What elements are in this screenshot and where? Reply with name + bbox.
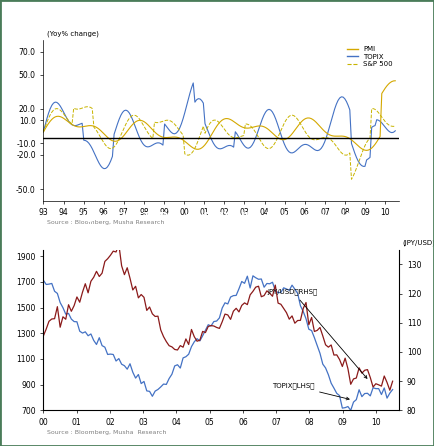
Text: (JPY/USD): (JPY/USD): [403, 240, 434, 247]
TOPIX: [130, 370, 135, 375]
TOPIX: [339, 94, 344, 99]
Text: Source : Bloomberg, Musha  Research: Source : Bloomberg, Musha Research: [47, 429, 166, 434]
Text: Figure 1 :  TOPIX, S&P500 and Manufacturing  ISM PMI Index (YoY): Figure 1 : TOPIX, S&P500 and Manufacturi…: [20, 9, 414, 20]
TOPIX: [211, 140, 216, 146]
Text: TOPIX（LHS）: TOPIX（LHS）: [272, 382, 349, 400]
TOPIX: [63, 311, 68, 317]
TOPIX: [348, 408, 353, 413]
S&P 500: [117, 136, 122, 142]
TOPIX: [390, 387, 395, 392]
Line: JPY/USD: JPY/USD: [43, 244, 393, 390]
TOPIX: [276, 290, 281, 295]
PMI: [41, 129, 46, 135]
TOPIX: [117, 116, 122, 122]
TOPIX: [359, 163, 364, 168]
TOPIX: [102, 166, 107, 171]
PMI: [216, 121, 221, 127]
Text: JPY/USD（RHS）: JPY/USD（RHS）: [268, 289, 367, 378]
TOPIX: [250, 273, 256, 278]
TOPIX: [247, 285, 253, 291]
TOPIX: [191, 80, 196, 86]
TOPIX: [41, 277, 46, 283]
JPY/USD: [63, 317, 68, 322]
JPY/USD: [276, 301, 281, 306]
PMI: [393, 78, 398, 83]
Line: S&P 500: S&P 500: [43, 107, 395, 179]
Text: (Yoy% change): (Yoy% change): [47, 30, 99, 37]
PMI: [44, 124, 49, 129]
PMI: [115, 138, 120, 144]
S&P 500: [359, 151, 364, 157]
Legend: PMI, TOPIX, S&P 500: PMI, TOPIX, S&P 500: [345, 44, 396, 70]
S&P 500: [85, 104, 90, 109]
JPY/USD: [133, 284, 138, 289]
JPY/USD: [116, 242, 122, 247]
TOPIX: [219, 146, 224, 151]
TOPIX: [259, 277, 264, 282]
S&P 500: [217, 121, 223, 126]
PMI: [207, 135, 213, 140]
S&P 500: [337, 148, 342, 153]
S&P 500: [393, 124, 398, 129]
JPY/USD: [250, 289, 256, 294]
TOPIX: [206, 322, 211, 327]
JPY/USD: [387, 388, 392, 393]
PMI: [335, 133, 341, 139]
Line: TOPIX: TOPIX: [43, 83, 395, 169]
JPY/USD: [208, 323, 214, 328]
Line: TOPIX: TOPIX: [43, 276, 393, 410]
JPY/USD: [390, 379, 395, 384]
TOPIX: [44, 116, 49, 122]
S&P 500: [41, 129, 46, 135]
TOPIX: [41, 129, 46, 135]
Text: Source : Bloomberg, Musha Research: Source : Bloomberg, Musha Research: [47, 220, 164, 225]
Text: Figure 2 :  TOPIX and JPY/USD Exchange Rate: Figure 2 : TOPIX and JPY/USD Exchange Ra…: [75, 212, 359, 223]
JPY/USD: [41, 333, 46, 339]
S&P 500: [44, 120, 49, 125]
PMI: [355, 143, 361, 149]
TOPIX: [393, 128, 398, 133]
S&P 500: [209, 119, 214, 124]
Line: PMI: PMI: [43, 81, 395, 150]
PMI: [364, 148, 369, 153]
S&P 500: [349, 177, 354, 182]
JPY/USD: [259, 294, 264, 299]
